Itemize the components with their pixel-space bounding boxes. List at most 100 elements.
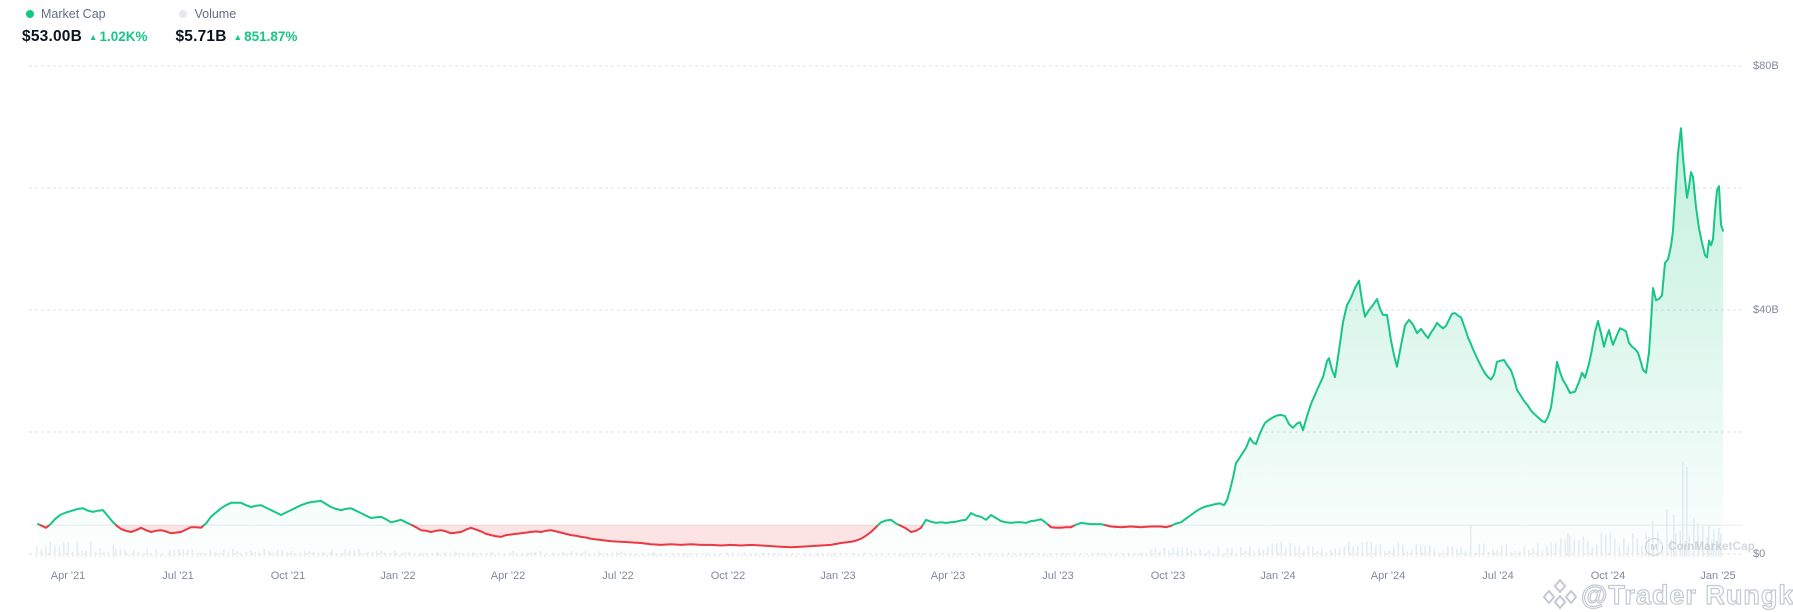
legend-market-cap[interactable]: Market Cap $53.00B ▲ 1.02K% (22, 5, 147, 46)
volume-bar (259, 552, 261, 557)
x-axis-label: Apr '22 (490, 570, 526, 582)
volume-bar (1253, 551, 1256, 557)
volume-bar (1015, 554, 1018, 557)
x-axis-label: Oct '23 (1150, 570, 1186, 582)
market-cap-value: $53.00B (22, 28, 83, 45)
volume-bar (813, 554, 815, 557)
volume-bar (36, 545, 38, 557)
volume-bar (584, 551, 587, 557)
volume-bar (903, 554, 905, 557)
volume-bar (589, 553, 591, 557)
volume-bar (317, 552, 320, 557)
volume-bar (427, 554, 429, 557)
volume-bar (1132, 554, 1135, 557)
volume-bar (1438, 552, 1440, 557)
volume-bar (1101, 553, 1103, 557)
volume-bar (961, 555, 964, 557)
volume-bar (1128, 554, 1130, 557)
price-line-up-segment (1171, 127, 1724, 527)
volume-bar (1087, 555, 1090, 557)
volume-bar (876, 553, 878, 557)
volume-bar (571, 551, 573, 557)
x-axis-label: Jan '25 (1700, 570, 1736, 582)
below-baseline-fill (411, 525, 879, 548)
volume-bar (1114, 554, 1117, 557)
x-axis-label: Jul '21 (162, 570, 194, 582)
volume-bar (142, 553, 144, 557)
volume-bar (1510, 551, 1512, 557)
volume-bar (1024, 553, 1027, 557)
volume-bar (678, 554, 680, 557)
volume-bar (844, 555, 847, 557)
volume-bar (1029, 554, 1031, 557)
volume-bar (449, 555, 452, 557)
volume-bar (750, 554, 752, 557)
volume-bar (218, 552, 221, 557)
volume-bar (736, 555, 739, 557)
volume-bar (822, 553, 824, 557)
volume-bar (151, 554, 153, 557)
volume-bar (295, 553, 297, 557)
volume-bar (94, 552, 97, 557)
volume-bar (939, 555, 941, 557)
volume-bar (718, 553, 721, 557)
volume-label: Volume (194, 7, 237, 21)
volume-bar (745, 554, 748, 557)
volume-value: $5.71B (175, 28, 227, 45)
volume-bar (652, 551, 654, 557)
volume-bar (1056, 555, 1058, 557)
volume-bar (673, 554, 676, 557)
volume-bar (849, 555, 851, 557)
volume-bar (1519, 551, 1521, 557)
volume-bar (1105, 554, 1108, 557)
market-cap-change: ▲ 1.02K% (89, 29, 147, 44)
coinmarketcap-watermark: M CoinMarketCap (1645, 538, 1755, 556)
coinmarketcap-logo-icon: M (1645, 538, 1663, 556)
volume-bar (647, 552, 650, 557)
legend-volume[interactable]: Volume $5.71B ▲ 851.87% (175, 5, 297, 46)
volume-bar (858, 553, 860, 557)
volume-bar (286, 552, 288, 557)
volume-bar (741, 554, 743, 557)
volume-bar (1213, 553, 1215, 557)
volume-bar (205, 553, 207, 557)
volume-bar (557, 553, 560, 557)
volume-bar (799, 555, 802, 557)
volume-bar (786, 554, 788, 557)
volume-bar (389, 553, 392, 557)
volume-bar (227, 552, 230, 557)
x-axis-label: Oct '22 (710, 570, 746, 582)
chart-legend: Market Cap $53.00B ▲ 1.02K% Volume $5.71B… (22, 5, 297, 46)
volume-bar (970, 555, 973, 557)
volume-bar (727, 553, 730, 557)
volume-bar (894, 555, 896, 557)
volume-bar (957, 553, 959, 557)
volume-bar (1204, 553, 1206, 557)
volume-bar (700, 555, 703, 557)
volume-bar (526, 552, 528, 557)
volume-bar (916, 555, 919, 557)
volume-bar (912, 554, 914, 557)
x-axis-label: Jan '24 (1260, 570, 1296, 582)
volume-bar (1474, 552, 1476, 557)
volume-bar (335, 553, 338, 557)
volume-bar (254, 552, 257, 557)
volume-bar (709, 554, 712, 557)
volume-bar (705, 553, 707, 557)
volume-bar (889, 555, 892, 557)
volume-bar (137, 551, 140, 557)
volume-bar (1092, 554, 1094, 557)
volume-bar (1137, 553, 1139, 557)
volume-bar (1083, 555, 1085, 557)
volume-change-value: 851.87% (244, 29, 298, 44)
volume-bar (808, 554, 811, 557)
volume-bar (413, 553, 416, 557)
price-line-up-segment (877, 518, 901, 527)
y-axis-label: $80B (1753, 60, 1779, 72)
volume-bar (440, 554, 443, 557)
x-axis-label: Apr '24 (1370, 570, 1406, 582)
x-axis-label: Jan '22 (380, 570, 416, 582)
volume-bar (476, 554, 479, 557)
market-cap-dot-icon (26, 10, 34, 18)
